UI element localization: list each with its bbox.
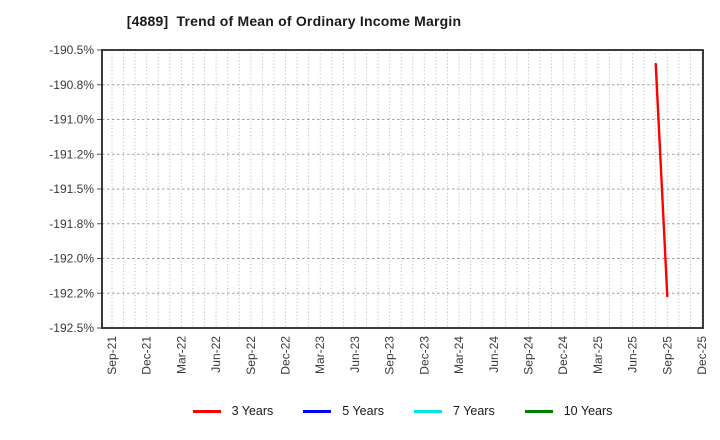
legend-swatch-10-years — [524, 409, 553, 413]
y-tick-label: -191.0% — [49, 113, 94, 127]
legend-swatch-3-years — [192, 409, 221, 413]
x-tick-label: Dec-25 — [695, 336, 709, 375]
legend: 3 Years 5 Years 7 Years 10 Years — [102, 404, 703, 418]
x-tick-label: Jun-22 — [209, 336, 223, 373]
x-tick-label: Dec-24 — [556, 336, 570, 375]
legend-item-5-years: 5 Years — [303, 404, 384, 418]
chart-title: [4889] Trend of Mean of Ordinary Income … — [126, 13, 462, 29]
y-tick-label: -192.0% — [49, 252, 94, 266]
x-tick-label: Dec-23 — [417, 336, 431, 375]
x-tick-label: Dec-22 — [279, 336, 293, 375]
x-tick-label: Sep-24 — [521, 336, 535, 375]
y-tick-label: -191.8% — [49, 217, 94, 231]
legend-label-10-years: 10 Years — [563, 404, 613, 418]
legend-swatch-5-years — [303, 409, 332, 413]
axis-frame — [101, 49, 704, 329]
x-tick-label: Jun-25 — [626, 336, 640, 373]
x-tick-label: Sep-25 — [660, 336, 674, 375]
y-tick-label: -191.5% — [49, 182, 94, 196]
x-tick-label: Mar-25 — [591, 336, 605, 374]
legend-swatch-7-years — [414, 409, 443, 413]
x-tick-label: Sep-21 — [105, 336, 119, 375]
x-tick-label: Jun-23 — [348, 336, 362, 373]
legend-label-7-years: 7 Years — [453, 404, 495, 418]
x-tick-label: Dec-21 — [140, 336, 154, 375]
y-tick-label: -192.2% — [49, 286, 94, 300]
y-tick-label: -190.8% — [49, 78, 94, 92]
legend-item-7-years: 7 Years — [414, 404, 495, 418]
x-tick-label: Jun-24 — [487, 336, 501, 373]
legend-label-3-years: 3 Years — [231, 404, 274, 418]
x-tick-label: Sep-22 — [244, 336, 258, 375]
y-tick-label: -190.5% — [49, 43, 94, 57]
legend-item-10-years: 10 Years — [524, 404, 613, 418]
x-tick-label: Mar-22 — [174, 336, 188, 374]
legend-item-3-years: 3 Years — [192, 404, 274, 418]
legend-label-5-years: 5 Years — [342, 404, 385, 418]
x-tick-label: Mar-24 — [452, 336, 466, 374]
x-tick-label: Sep-23 — [383, 336, 397, 375]
x-tick-label: Mar-23 — [313, 336, 327, 374]
y-tick-label: -191.2% — [49, 147, 94, 161]
series-line-3-years — [654, 62, 669, 298]
y-tick-label: -192.5% — [49, 321, 94, 335]
